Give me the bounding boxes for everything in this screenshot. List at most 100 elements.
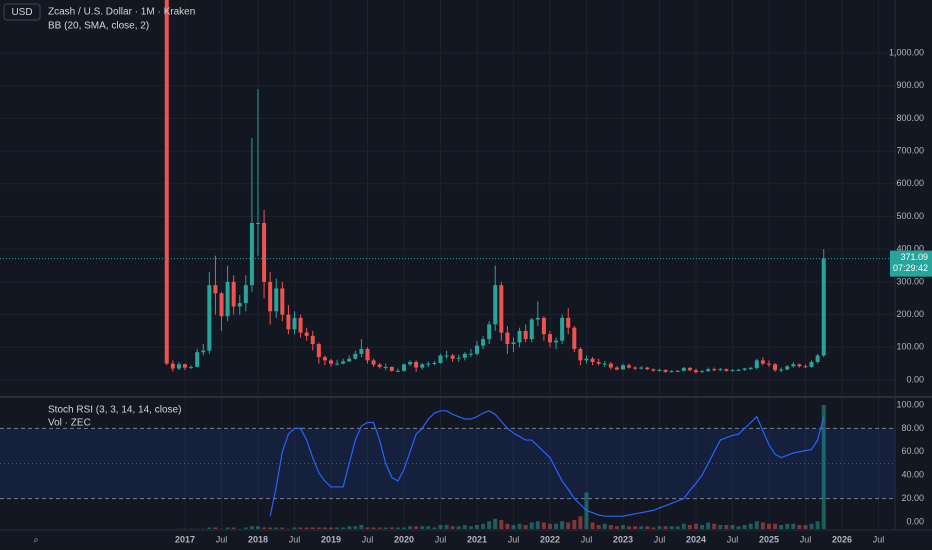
- candle-body: [219, 293, 224, 317]
- candle-body: [286, 314, 291, 330]
- y-tick-label: 400.00: [896, 244, 924, 254]
- volume-bar: [456, 526, 461, 529]
- price-tag-label: 371.09: [900, 252, 928, 262]
- volume-bar: [547, 523, 552, 529]
- volume-bar: [608, 525, 613, 529]
- y-tick-label: 100.00: [896, 342, 924, 352]
- stoch-tick-label: 80.00: [901, 423, 924, 433]
- candle-body: [773, 364, 778, 371]
- candle-body: [438, 355, 443, 363]
- volume-bar: [724, 525, 729, 529]
- candle-body: [803, 366, 808, 368]
- volume-bar: [353, 526, 358, 529]
- stoch-pane: [0, 405, 895, 529]
- volume-bar: [760, 522, 765, 529]
- candle-body: [481, 339, 486, 346]
- candle-body: [414, 362, 419, 368]
- volume-bar: [706, 522, 711, 529]
- volume-bar: [292, 527, 297, 529]
- candle-body: [310, 335, 315, 345]
- candle-body: [505, 332, 510, 345]
- volume-bar: [426, 526, 431, 529]
- volume-bar: [474, 525, 479, 529]
- volume-bar: [627, 526, 632, 529]
- candle-body: [371, 360, 376, 365]
- candle-body: [639, 367, 644, 369]
- candle-body: [718, 369, 723, 371]
- candle-body: [797, 364, 802, 367]
- candle-body: [535, 317, 540, 320]
- volume-bar: [201, 528, 206, 529]
- candle-body: [560, 317, 565, 341]
- currency-button[interactable]: [3, 3, 41, 21]
- x-tick-label: Jul: [727, 534, 739, 544]
- candle-body: [584, 358, 589, 361]
- candle-body: [785, 366, 790, 370]
- candle-body: [347, 358, 352, 362]
- x-tick-label: 2020: [394, 534, 414, 544]
- x-tick-label: Jul: [216, 534, 228, 544]
- volume-bar: [590, 522, 595, 529]
- volume-bar: [487, 521, 492, 529]
- volume-label: Vol · ZEC: [48, 418, 91, 429]
- volume-bar: [280, 527, 285, 529]
- volume-bar: [614, 526, 619, 529]
- zoom-icon[interactable]: ⌕: [33, 534, 38, 544]
- volume-bar: [602, 523, 607, 529]
- candle-body: [596, 362, 601, 364]
- volume-bar: [371, 527, 376, 529]
- x-tick-label: 2024: [686, 534, 706, 544]
- countdown-label: 07:29:42: [893, 263, 928, 273]
- candle-body: [304, 332, 309, 336]
- volume-bar: [255, 526, 260, 529]
- candle-body: [523, 330, 528, 340]
- candle-body: [529, 319, 534, 340]
- candle-body: [572, 327, 577, 349]
- volume-bar: [243, 527, 248, 529]
- candle-body: [377, 364, 382, 367]
- currency-label[interactable]: USD: [11, 7, 32, 18]
- candle-body: [620, 365, 625, 370]
- volume-bar: [286, 528, 291, 529]
- chart-title: Zcash / U.S. Dollar · 1M · Kraken: [48, 7, 195, 18]
- x-tick-label: Jul: [581, 534, 593, 544]
- candle-body: [231, 281, 236, 307]
- volume-bar: [389, 527, 394, 529]
- volume-bar: [189, 528, 194, 529]
- y-tick-label: 500.00: [896, 211, 924, 221]
- volume-bar: [304, 527, 309, 529]
- volume-bar: [681, 523, 686, 529]
- volume-bar: [468, 526, 473, 529]
- volume-bar: [176, 528, 181, 529]
- candle-body: [602, 363, 607, 365]
- candle-body: [779, 369, 784, 371]
- price-tag: [890, 250, 932, 277]
- candle-body: [316, 344, 321, 358]
- volume-bar: [687, 525, 692, 529]
- volume-bar: [773, 523, 778, 529]
- volume-bar: [785, 523, 790, 529]
- y-tick-label: 1,000.00: [889, 47, 924, 57]
- candle-body: [675, 370, 680, 372]
- candle-body: [401, 364, 406, 371]
- candle-body: [821, 258, 826, 356]
- x-tick-label: 2026: [832, 534, 852, 544]
- x-tick-label: 2018: [248, 534, 268, 544]
- volume-bar: [511, 525, 516, 529]
- volume-bar: [414, 526, 419, 529]
- candle-body: [499, 285, 504, 333]
- volume-bar: [645, 526, 650, 529]
- candle-body: [255, 223, 260, 225]
- candle-body: [657, 369, 662, 371]
- candle-body: [815, 355, 820, 363]
- y-tick-label: 900.00: [896, 80, 924, 90]
- candle-body: [754, 360, 759, 368]
- candle-body: [432, 362, 437, 364]
- volume-bar: [365, 527, 370, 529]
- stoch-tick-label: 100.00: [896, 399, 924, 409]
- candle-body: [742, 368, 747, 370]
- volume-bar: [517, 523, 522, 529]
- stoch-band: [0, 428, 895, 499]
- candle-body: [274, 288, 279, 312]
